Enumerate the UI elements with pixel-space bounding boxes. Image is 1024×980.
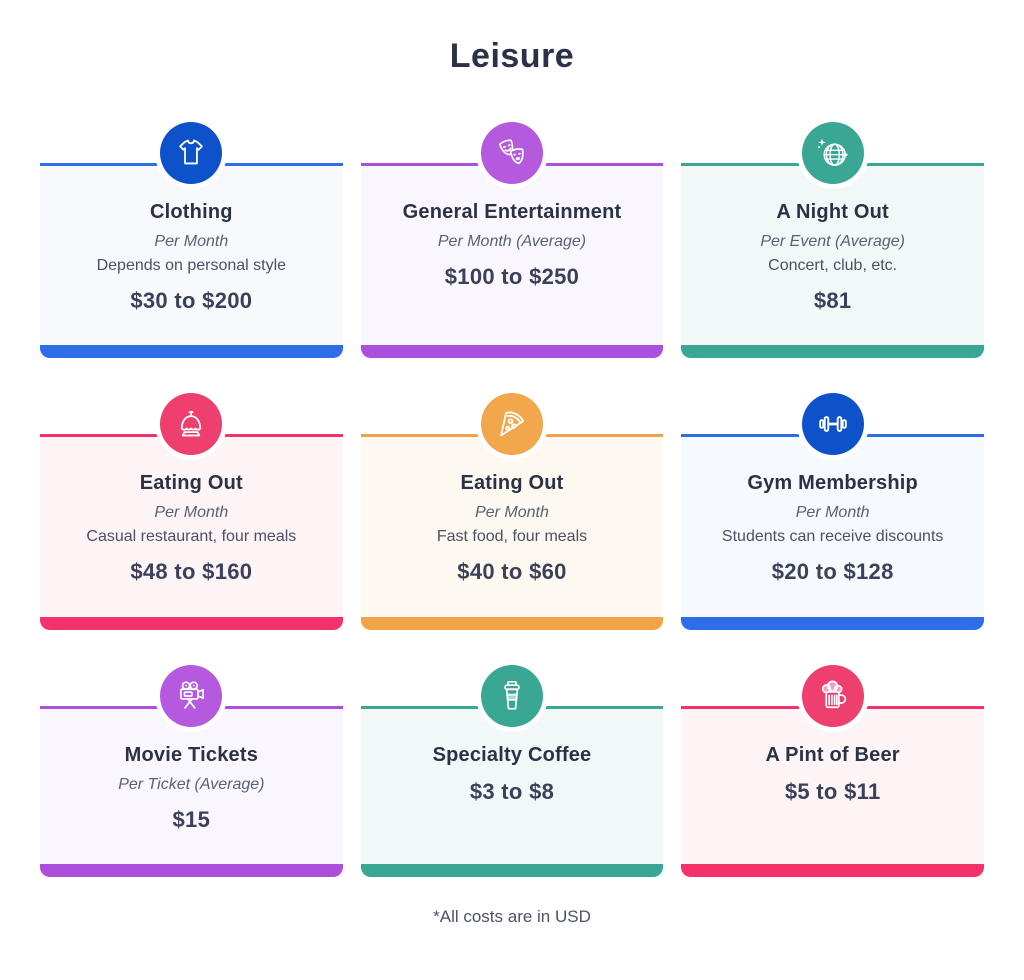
movie-camera-icon [173, 678, 209, 714]
card-price: $81 [813, 287, 852, 313]
disco-ball-icon [815, 135, 851, 171]
card-description: Casual restaurant, four meals [86, 528, 297, 546]
card-title: Clothing [149, 200, 233, 223]
card-description: Depends on personal style [96, 256, 287, 274]
card-a-pint-of-beer: A Pint of Beer $5 to $11 [681, 664, 984, 877]
card-gym-membership: Gym Membership Per Month Students can rece… [681, 393, 984, 630]
pizza-icon [494, 406, 530, 442]
card-subtitle: Per Month [475, 504, 549, 522]
card-description: Fast food, four meals [436, 528, 588, 546]
card-price: $3 to $8 [469, 778, 555, 804]
coffee-cup-icon [494, 678, 530, 714]
card-title: General Entertainment [402, 200, 622, 223]
card-bottom-bar [40, 345, 343, 359]
card-icon-circle [160, 121, 223, 184]
card-price: $48 to $160 [130, 559, 253, 585]
card-icon-circle [480, 121, 543, 184]
beer-mug-icon [815, 678, 851, 714]
card-subtitle: Per Month [154, 232, 229, 250]
card-bottom-bar [681, 345, 984, 359]
card-general-entertainment: General Entertainment Per Month (Average)… [360, 121, 664, 359]
card-bottom-bar [681, 863, 984, 877]
card-bottom-bar [40, 863, 343, 877]
card-icon-circle [160, 393, 223, 456]
card-subtitle: Per Month [154, 504, 229, 522]
card-specialty-coffee: Specialty Coffee $3 to $8 [360, 664, 664, 877]
dumbbell-icon [815, 406, 851, 442]
card-icon-circle [480, 393, 543, 456]
page-title: Leisure [449, 37, 575, 75]
tshirt-icon [174, 136, 208, 170]
card-a-night-out: A Night Out Per Event (Average) Concert, c… [681, 121, 984, 359]
card-price: $100 to $250 [444, 263, 580, 289]
card-icon-circle [480, 664, 543, 727]
card-description: Students can receive discounts [721, 528, 944, 546]
card-icon-circle [160, 664, 223, 727]
card-subtitle: Per Event (Average) [760, 232, 905, 250]
card-title: A Pint of Beer [765, 743, 900, 766]
card-subtitle: Per Ticket (Average) [118, 775, 265, 793]
card-bottom-bar [360, 616, 664, 630]
card-price: $20 to $128 [771, 559, 894, 585]
card-price: $30 to $200 [130, 287, 253, 313]
card-eating-out: Eating Out Per Month Casual restaurant, fo… [40, 393, 343, 630]
card-price: $40 to $60 [457, 559, 567, 585]
card-icon-circle [801, 121, 864, 184]
card-title: Eating Out [460, 472, 564, 495]
card-title: Eating Out [139, 472, 243, 495]
card-title: Movie Tickets [124, 743, 259, 766]
service-bell-icon [173, 406, 209, 442]
card-title: A Night Out [776, 200, 889, 223]
card-movie-tickets: Movie Tickets Per Ticket (Average) $15 [40, 664, 343, 877]
card-subtitle: Per Month (Average) [437, 232, 587, 250]
card-bottom-bar [681, 616, 984, 630]
card-subtitle: Per Month [795, 504, 870, 522]
card-title: Gym Membership [747, 472, 918, 495]
cards-grid: Clothing Per Month Depends on personal sty… [40, 121, 984, 877]
card-icon-circle [801, 664, 864, 727]
card-bottom-bar [360, 863, 664, 877]
card-icon-circle [801, 393, 864, 456]
card-bottom-bar [360, 345, 664, 359]
theater-masks-icon [494, 135, 530, 171]
card-eating-out-2: Eating Out Per Month Fast food, four meals… [360, 393, 664, 630]
footnote: *All costs are in USD [433, 906, 591, 926]
card-clothing: Clothing Per Month Depends on personal sty… [40, 121, 343, 359]
card-description: Concert, club, etc. [768, 256, 898, 274]
card-price: $15 [172, 806, 211, 832]
card-price: $5 to $11 [784, 778, 881, 804]
card-bottom-bar [40, 616, 343, 630]
card-title: Specialty Coffee [432, 743, 592, 766]
